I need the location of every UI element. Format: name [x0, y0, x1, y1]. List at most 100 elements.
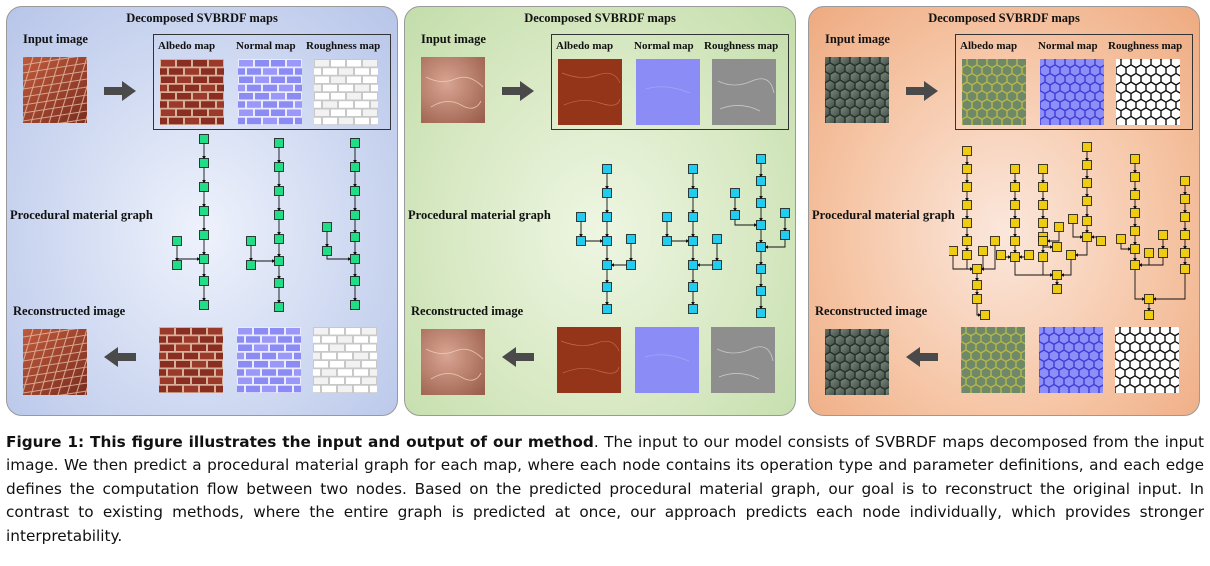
graph-edge [976, 299, 982, 317]
graph-node [1180, 212, 1190, 222]
graph-node [1024, 250, 1034, 260]
input-image-label: Input image [23, 32, 88, 46]
graph-node [199, 182, 209, 192]
graph-node [1130, 172, 1140, 182]
graph-node [199, 276, 209, 286]
graph-node [948, 246, 958, 256]
albedo-map [160, 59, 224, 125]
graph-node [274, 234, 284, 244]
graph-edge [1074, 237, 1088, 257]
graph-node [1038, 200, 1048, 210]
procedural-graph [545, 129, 791, 325]
graph-node [1130, 244, 1140, 254]
graph-node [350, 186, 360, 196]
graph-node [1010, 164, 1020, 174]
normal-map-label: Normal map [634, 40, 694, 52]
graph-node [274, 302, 284, 312]
graph-node [980, 310, 990, 320]
graph-node [1082, 160, 1092, 170]
graph-node [199, 300, 209, 310]
graph-node [350, 138, 360, 148]
graph-node [602, 260, 612, 270]
graph-node [1180, 264, 1190, 274]
graph-node [712, 234, 722, 244]
graph-node [730, 188, 740, 198]
graph-node [1038, 218, 1048, 228]
graph-node [602, 304, 612, 314]
roughness-map-label: Roughness map [306, 40, 381, 52]
graph-node [1082, 142, 1092, 152]
graph-node [1038, 182, 1048, 192]
graph-node [322, 222, 332, 232]
graph-node [1096, 236, 1106, 246]
graph-node [1010, 200, 1020, 210]
graph-node [962, 164, 972, 174]
graph-node [990, 236, 1000, 246]
graph-label: Procedural material graph [10, 208, 153, 222]
graph-node [274, 186, 284, 196]
graph-edge [1152, 269, 1186, 301]
graph-node [1082, 196, 1092, 206]
graph-node [199, 206, 209, 216]
graph-node [1010, 252, 1020, 262]
reconstructed-roughness-map [1115, 327, 1179, 393]
panel-title: Decomposed SVBRDF maps [126, 11, 278, 25]
graph-node [1180, 248, 1190, 258]
graph-node [1158, 230, 1168, 240]
svbrdf-maps-box: Albedo map Normal map Roughness map [955, 34, 1193, 130]
graph-node [1066, 250, 1076, 260]
graph-node [688, 236, 698, 246]
graph-edge [1072, 219, 1084, 239]
graph-node [274, 278, 284, 288]
graph-node [274, 256, 284, 266]
graph-node [730, 210, 740, 220]
graph-node [350, 162, 360, 172]
graph-node [1116, 234, 1126, 244]
graph-edge [1134, 265, 1146, 301]
graph-node [1130, 190, 1140, 200]
normal-map-label: Normal map [236, 40, 296, 52]
graph-node [350, 300, 360, 310]
graph-node [780, 230, 790, 240]
graph-node [962, 236, 972, 246]
graph-node [756, 242, 766, 252]
graph-node [1038, 164, 1048, 174]
roughness-map-label: Roughness map [1108, 40, 1183, 52]
left-arrow-icon [502, 347, 534, 367]
graph-node [1180, 194, 1190, 204]
graph-node [1130, 154, 1140, 164]
graph-node [1180, 176, 1190, 186]
graph-node [1010, 182, 1020, 192]
graph-node [350, 276, 360, 286]
graph-node [602, 188, 612, 198]
graph-node [602, 282, 612, 292]
reconstructed-normal-map [237, 327, 301, 393]
albedo-map-label: Albedo map [158, 40, 216, 52]
graph-node [962, 218, 972, 228]
graph-node [688, 282, 698, 292]
svbrdf-maps-box: Albedo map Normal map Roughness map [551, 34, 789, 130]
graph-node [172, 260, 182, 270]
graph-node [199, 134, 209, 144]
albedo-map [962, 59, 1026, 125]
input-image-label: Input image [421, 32, 486, 46]
graph-node [756, 308, 766, 318]
roughness-map-label: Roughness map [704, 40, 779, 52]
graph-node [662, 236, 672, 246]
graph-node [602, 164, 612, 174]
graph-label: Procedural material graph [408, 208, 551, 222]
graph-node [688, 164, 698, 174]
graph-edge [1014, 257, 1054, 277]
left-arrow-icon [906, 347, 938, 367]
reconstructed-roughness-map [711, 327, 775, 393]
roughness-map [712, 59, 776, 125]
reconstructed-image-label: Reconstructed image [815, 304, 928, 318]
graph-node [350, 254, 360, 264]
graph-edge [980, 241, 996, 271]
graph-node [626, 260, 636, 270]
graph-node [756, 154, 766, 164]
procedural-graph [948, 129, 1195, 325]
graph-node [756, 198, 766, 208]
albedo-map [558, 59, 622, 125]
graph-node [1180, 230, 1190, 240]
